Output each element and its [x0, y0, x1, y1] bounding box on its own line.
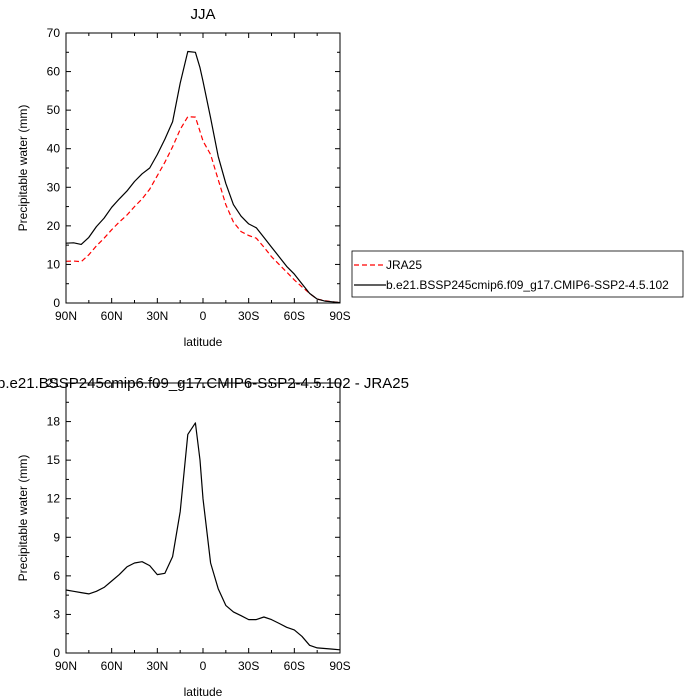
y-tick-label-bottom: 0	[53, 646, 60, 660]
x-tick-label-bottom: 30N	[146, 659, 168, 673]
chart-title-top: JJA	[190, 6, 215, 23]
y-tick-label-bottom: 6	[53, 569, 60, 583]
y-tick-label-top: 40	[47, 142, 61, 156]
x-axis-label-top: latitude	[184, 335, 223, 349]
x-tick-label-top: 90S	[329, 309, 350, 323]
x-tick-label-bottom: 30S	[238, 659, 259, 673]
legend: JRA25 b.e21.BSSP245cmip6.f09_g17.CMIP6-S…	[351, 250, 684, 298]
series-lines-bottom	[65, 422, 341, 651]
x-tick-label-top: 60N	[101, 309, 123, 323]
x-tick-label-bottom: 90S	[329, 659, 350, 673]
legend-label-model: b.e21.BSSP245cmip6.f09_g17.CMIP6-SSP2-4.…	[386, 278, 669, 292]
series-line-jra25	[65, 116, 341, 304]
y-tick-label-top: 10	[47, 257, 61, 271]
y-axis-label-top: Precipitable water (mm)	[16, 105, 30, 232]
x-tick-label-top: 0	[200, 309, 207, 323]
y-tick-label-bottom: 9	[53, 530, 60, 544]
y-tick-label-top: 70	[47, 26, 61, 40]
y-tick-label-bottom: 12	[47, 492, 61, 506]
chart-panel-top: JJA Precipitable water (mm) latitude 90N…	[16, 6, 351, 349]
x-axis-label-bottom: latitude	[184, 685, 223, 699]
chart-panel-bottom: b.e21.BSSP245cmip6.f09_g17.CMIP6-SSP2-4.…	[0, 375, 409, 699]
y-tick-label-top: 60	[47, 65, 61, 79]
series-lines-top	[65, 50, 341, 304]
x-tick-label-bottom: 60N	[101, 659, 123, 673]
ticks-top: 90N 60N 30N 0 30S 60S 90S 0 10 20 30 40 50 60 70	[47, 26, 351, 323]
x-tick-label-top: 60S	[284, 309, 305, 323]
x-tick-label-top: 90N	[55, 309, 77, 323]
ticks-bottom: 90N 60N 30N 0 30S 60S 90S 0 3 6 9 12 15 18 21	[47, 376, 351, 673]
series-line-difference	[65, 422, 341, 651]
x-tick-label-bottom: 0	[200, 659, 207, 673]
x-tick-label-bottom: 90N	[55, 659, 77, 673]
y-tick-label-top: 50	[47, 103, 61, 117]
plot-frame-top	[65, 32, 341, 304]
legend-box	[351, 250, 684, 298]
y-tick-label-top: 30	[47, 180, 61, 194]
x-tick-label-top: 30S	[238, 309, 259, 323]
x-tick-label-bottom: 60S	[284, 659, 305, 673]
y-tick-label-bottom: 18	[47, 415, 61, 429]
y-axis-label-bottom: Precipitable water (mm)	[16, 455, 30, 582]
legend-label-jra25: JRA25	[386, 258, 422, 272]
series-line-model	[65, 50, 341, 304]
y-tick-label-bottom: 21	[47, 376, 61, 390]
y-tick-label-bottom: 15	[47, 453, 61, 467]
y-tick-label-top: 0	[53, 296, 60, 310]
plot-frame-bottom	[65, 382, 341, 654]
y-tick-label-top: 20	[47, 219, 61, 233]
x-tick-label-top: 30N	[146, 309, 168, 323]
y-tick-label-bottom: 3	[53, 607, 60, 621]
